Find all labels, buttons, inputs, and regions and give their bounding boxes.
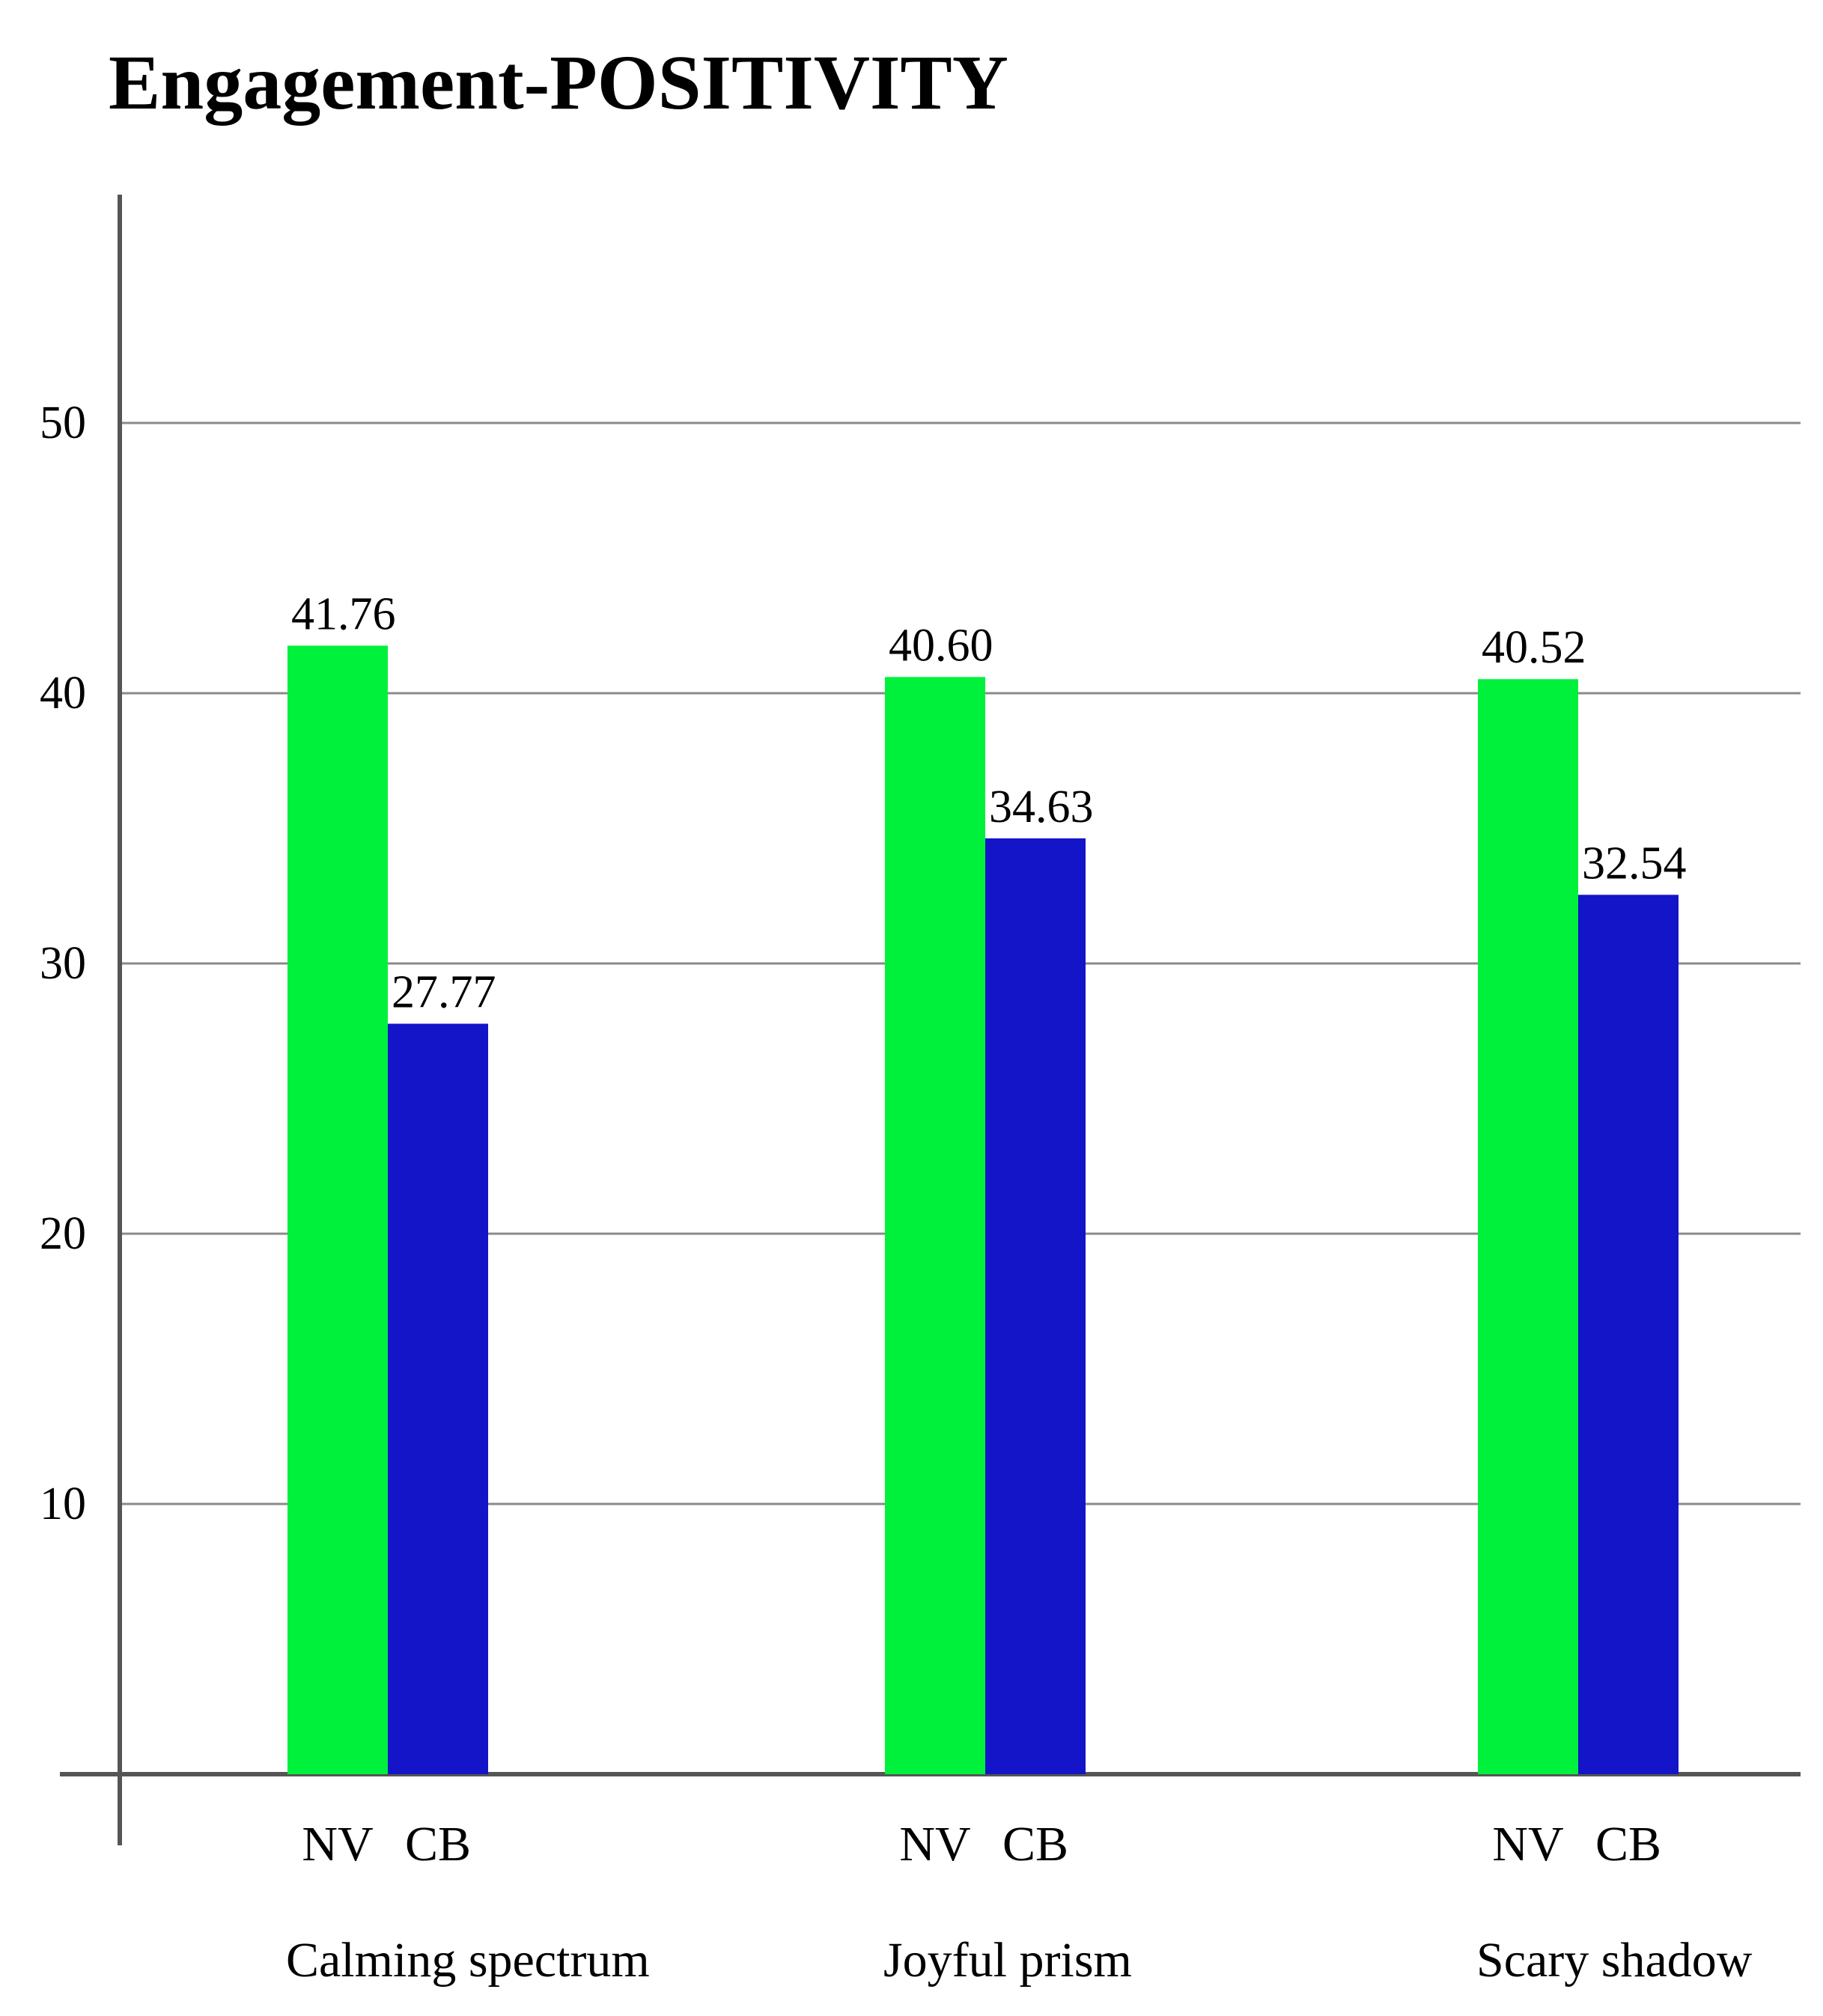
- bar-nv: [1478, 679, 1578, 1774]
- data-label: 41.76: [291, 588, 396, 639]
- series-label-nv: NV: [899, 1817, 970, 1872]
- data-label: 32.54: [1582, 838, 1687, 889]
- bar-cb: [388, 1023, 488, 1774]
- data-label: 27.77: [392, 967, 496, 1018]
- data-label: 34.63: [989, 782, 1094, 832]
- series-label-nv: NV: [1492, 1817, 1563, 1872]
- series-label-nv: NV: [302, 1817, 373, 1872]
- category-label: Scary shadow: [1476, 1933, 1753, 1988]
- data-label: 40.60: [889, 620, 993, 671]
- bar-cb: [985, 838, 1086, 1774]
- series-label-cb: CB: [405, 1817, 471, 1872]
- y-tick-label: 20: [40, 1208, 86, 1259]
- series-label-cb: CB: [1002, 1817, 1068, 1872]
- y-tick-label: 30: [40, 938, 86, 989]
- y-tick-label: 50: [40, 398, 86, 448]
- chart-title: Engagement-POSITIVITY: [109, 40, 1008, 126]
- bar-nv: [287, 645, 388, 1774]
- bars: [287, 645, 1679, 1774]
- bar-cb: [1578, 895, 1679, 1774]
- category-label: Calming spectrum: [286, 1933, 650, 1988]
- bar-nv: [885, 677, 985, 1774]
- y-tick-label: 40: [40, 668, 86, 719]
- series-label-cb: CB: [1595, 1817, 1661, 1872]
- y-tick-label: 10: [40, 1478, 86, 1529]
- data-label: 40.52: [1482, 622, 1586, 673]
- category-label: Joyful prism: [883, 1933, 1132, 1988]
- labels: 10 20 30 40 50 41.76 NV 27.77 CB Calming spectrum…: [40, 398, 1753, 1988]
